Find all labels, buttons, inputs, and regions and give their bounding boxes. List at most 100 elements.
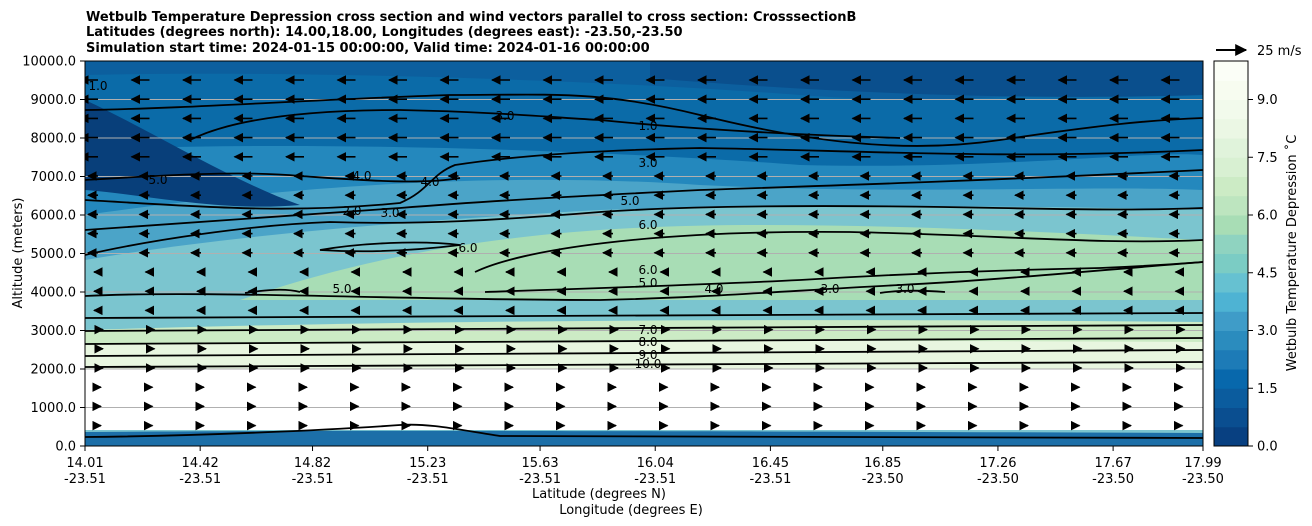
chart-title-line-2: Latitudes (degrees north): 14.00,18.00, … xyxy=(86,25,683,40)
colorbar-segment-0 xyxy=(1214,426,1248,447)
contour-label-13: 6.0 xyxy=(458,241,477,255)
x-tick-label-lat-6: 16.45 xyxy=(752,456,789,471)
contour-label-2: 5.0 xyxy=(620,194,639,208)
x-axis-label-longitude: Longitude (degrees E) xyxy=(559,503,703,518)
y-tick-label-2: 2000.0 xyxy=(31,363,77,378)
y-tick-label-7: 7000.0 xyxy=(31,170,77,185)
colorbar-segment-8 xyxy=(1214,272,1248,293)
quiver-key: 25 m/s xyxy=(1216,44,1302,59)
contour-band-8 xyxy=(85,369,1203,430)
contour-label-18: 5.0 xyxy=(148,173,167,187)
chart-title-line-1: Wetbulb Temperature Depression cross sec… xyxy=(86,10,856,25)
contour-line-8 xyxy=(319,241,461,253)
x-tick-label-lon-9: -23.50 xyxy=(1092,472,1134,487)
y-tick-label-3: 3000.0 xyxy=(31,324,77,339)
contour-label-9: 10.0 xyxy=(635,357,662,371)
y-tick-label-10: 10000.0 xyxy=(22,55,76,70)
x-tick-label-lat-5: 16.04 xyxy=(637,456,674,471)
colorbar-segment-4 xyxy=(1214,349,1248,370)
colorbar-tick-label-0: 0.0 xyxy=(1257,440,1278,455)
colorbar-segment-9 xyxy=(1214,253,1248,274)
contour-line-17 xyxy=(85,423,1203,439)
y-tick-label-1: 1000.0 xyxy=(31,401,77,416)
y-tick-label-0: 0.0 xyxy=(55,440,76,455)
x-tick-label-lon-6: -23.51 xyxy=(749,472,791,487)
contour-label-14: 5.0 xyxy=(332,282,351,296)
colorbar-tick-label-3: 4.5 xyxy=(1257,266,1278,281)
contour-label-10: 2.0 xyxy=(342,204,361,218)
x-tick-label-lat-4: 15.63 xyxy=(521,456,558,471)
colorbar-segment-2 xyxy=(1214,388,1248,408)
x-tick-label-lon-4: -23.51 xyxy=(519,472,561,487)
x-tick-label-lat-8: 17.26 xyxy=(979,456,1016,471)
x-axis-label-latitude: Latitude (degrees N) xyxy=(532,487,666,502)
y-tick-label-6: 6000.0 xyxy=(31,209,77,224)
contour-label-7: 8.0 xyxy=(638,335,657,349)
colorbar-frame xyxy=(1213,60,1249,447)
contour-line-7 xyxy=(474,230,1203,273)
x-tick-label-lon-8: -23.50 xyxy=(977,472,1019,487)
x-tick-label-lon-2: -23.51 xyxy=(292,472,334,487)
contour-label-1: 3.0 xyxy=(638,156,657,170)
colorbar-segment-12 xyxy=(1214,195,1248,216)
colorbar-label: Wetbulb Temperature Depression ˚C xyxy=(1284,135,1300,372)
colorbar-tick-label-1: 1.5 xyxy=(1257,382,1278,397)
quiver-key-label: 25 m/s xyxy=(1257,44,1302,59)
contour-label-11: 3.0 xyxy=(380,206,399,220)
colorbar-segment-18 xyxy=(1214,80,1248,100)
contour-label-4: 5.0 xyxy=(638,276,657,290)
colorbar-segment-17 xyxy=(1214,99,1248,120)
contour-band-11 xyxy=(650,61,1203,97)
contour-label-15: 4.0 xyxy=(704,282,723,296)
contour-band-9 xyxy=(85,430,1203,446)
colorbar-segment-14 xyxy=(1214,157,1248,177)
plot-area: 1.03.05.06.05.06.07.08.09.010.02.0 3.04.0… xyxy=(85,61,1203,446)
contour-line-5 xyxy=(85,261,1203,301)
contour-line-16 xyxy=(879,289,946,294)
x-tick-label-lat-2: 14.82 xyxy=(294,456,331,471)
contour-label-6: 7.0 xyxy=(638,323,657,337)
contour-label-21: 4.0 xyxy=(352,169,371,183)
y-tick-label-4: 4000.0 xyxy=(31,286,77,301)
x-tick-label-lon-0: -23.51 xyxy=(64,472,106,487)
chart-title-line-3: Simulation start time: 2024-01-15 00:00:… xyxy=(86,41,650,56)
y-axis: 0.0 1000.0 2000.0 3000.0 4000.0 5000.0 6000.0 7… xyxy=(22,55,85,455)
colorbar-tick-label-4: 6.0 xyxy=(1257,209,1278,224)
contour-line-11 xyxy=(85,147,1203,210)
colorbar-segment-7 xyxy=(1214,292,1248,312)
x-tick-label-lat-10: 17.99 xyxy=(1184,456,1221,471)
colorbar-segment-6 xyxy=(1214,311,1248,331)
colorbar-segment-10 xyxy=(1214,234,1248,254)
x-tick-label-lat-0: 14.01 xyxy=(66,456,103,471)
colorbar-segment-16 xyxy=(1214,118,1248,139)
colorbar-tick-label-2: 3.0 xyxy=(1257,324,1278,339)
x-axis: 14.01-23.5114.42-23.5114.82-23.5115.23-2… xyxy=(64,446,1224,487)
x-tick-label-lat-7: 16.85 xyxy=(864,456,901,471)
contour-line-2 xyxy=(85,337,1203,345)
y-axis-label: Altitude (meters) xyxy=(11,198,26,309)
colorbar-tick-label-6: 9.0 xyxy=(1257,93,1278,108)
y-tick-label-5: 5000.0 xyxy=(31,247,77,262)
x-tick-label-lon-5: -23.51 xyxy=(634,472,676,487)
contour-label-5: 6.0 xyxy=(638,263,657,277)
x-tick-label-lat-9: 17.67 xyxy=(1095,456,1132,471)
colorbar: 0.0 1.5 3.0 4.5 6.0 7.5 9.0 xyxy=(1213,60,1278,455)
contour-line-6 xyxy=(484,261,1203,293)
contour-label-0: 1.0 xyxy=(638,119,657,133)
contour-label-17: 3.0 xyxy=(895,282,914,296)
colorbar-segment-11 xyxy=(1214,215,1248,235)
wind-vectors xyxy=(85,75,1186,431)
contour-label-8: 9.0 xyxy=(638,348,657,362)
x-tick-label-lat-3: 15.23 xyxy=(409,456,446,471)
colorbar-segment-13 xyxy=(1214,176,1248,197)
y-tick-label-9: 9000.0 xyxy=(31,93,77,108)
x-tick-label-lon-7: -23.50 xyxy=(862,472,904,487)
x-tick-label-lon-3: -23.51 xyxy=(407,472,449,487)
colorbar-segment-1 xyxy=(1214,407,1248,428)
contour-line-14 xyxy=(189,109,901,141)
contour-label-3: 6.0 xyxy=(638,218,657,232)
colorbar-segment-3 xyxy=(1214,369,1248,389)
contour-label-12: 4.0 xyxy=(420,175,439,189)
contour-label-19: 1.0 xyxy=(88,79,107,93)
